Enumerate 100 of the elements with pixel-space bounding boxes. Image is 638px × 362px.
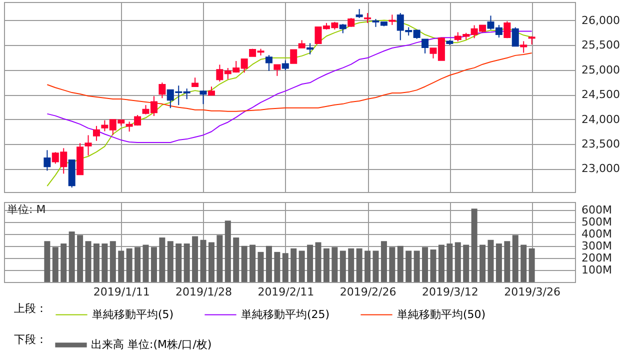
candlestick (504, 20, 511, 39)
candlestick (388, 14, 396, 26)
bar (397, 246, 404, 282)
legend-label: 単純移動平均(25) (241, 308, 330, 321)
x-tick-label: 2019/3/12 (422, 286, 478, 298)
bar (60, 244, 67, 282)
bar (332, 247, 338, 282)
legend-title: 上段： (14, 302, 47, 315)
bar (102, 244, 108, 282)
bar (258, 252, 264, 282)
bar (446, 244, 453, 282)
candlestick (306, 42, 314, 55)
bar (68, 231, 75, 282)
y-tick-label: 24,500 (582, 88, 620, 102)
y-tick-label: 26,000 (582, 14, 620, 27)
candlestick (512, 26, 519, 47)
candlestick (274, 64, 281, 76)
bar (167, 241, 174, 282)
bar (372, 250, 379, 282)
bar (348, 248, 354, 282)
bar (520, 244, 527, 282)
bar (504, 241, 510, 282)
candlestick (44, 150, 51, 172)
bar (323, 248, 330, 282)
bar (463, 244, 470, 282)
x-tick-label: 2019/3/26 (504, 286, 561, 298)
bar (250, 244, 256, 282)
candlestick (158, 82, 166, 99)
bar (488, 240, 494, 282)
y-tick-label: 25,500 (582, 38, 620, 52)
candlestick (92, 125, 100, 142)
bar (192, 236, 198, 282)
bar (290, 248, 297, 282)
bar (85, 241, 92, 282)
bar (150, 247, 157, 282)
bar (430, 250, 436, 282)
bar (142, 244, 149, 282)
bar (159, 237, 166, 282)
bar (52, 247, 58, 282)
candlestick (290, 49, 298, 64)
legend-title: 下段： (14, 333, 47, 346)
bar (512, 235, 518, 282)
bar (224, 220, 231, 282)
bar (496, 244, 502, 282)
candlestick (422, 38, 429, 54)
bar (233, 237, 240, 282)
bar (528, 248, 535, 282)
candlestick (200, 90, 207, 105)
bar (176, 244, 182, 282)
bar (307, 244, 314, 282)
bar (471, 208, 478, 282)
bar (364, 250, 371, 282)
bar (389, 247, 396, 282)
bar (44, 241, 50, 282)
bar (266, 246, 272, 282)
y-tick-label: 23,000 (582, 162, 620, 176)
bar (356, 248, 362, 282)
bar (282, 253, 288, 282)
bar (134, 247, 141, 282)
bar (216, 235, 223, 282)
legend-label: 出来高 単位:(M株/口/枚) (91, 338, 212, 351)
bar (406, 250, 412, 282)
candlestick (520, 40, 528, 54)
bar (77, 235, 84, 282)
candlestick (282, 60, 289, 71)
y-tick-label: 300M (582, 239, 612, 252)
x-tick-label: 2019/2/11 (258, 286, 314, 298)
line-series (46, 52, 532, 112)
bar (208, 242, 214, 282)
candlestick (364, 12, 372, 24)
bar (480, 244, 486, 282)
y-tick-label: 23,500 (582, 138, 620, 151)
bar (118, 250, 124, 282)
y-tick-label: 24,000 (582, 112, 620, 126)
y-tick-label: 600M (582, 203, 612, 216)
bar (126, 248, 132, 282)
x-tick-label: 2019/1/28 (176, 286, 232, 298)
legend-label: 単純移動平均(50) (397, 308, 486, 321)
y-tick-label: 25,000 (582, 63, 620, 76)
legend-label: 単純移動平均(5) (92, 308, 174, 321)
bar (241, 246, 248, 282)
candlestick (265, 54, 272, 72)
bar (422, 247, 428, 282)
bar (93, 244, 100, 282)
y-tick-label: 400M (582, 227, 612, 240)
bar (184, 244, 190, 282)
y-tick-label: 200M (582, 251, 612, 264)
x-tick-label: 2019/1/11 (93, 286, 150, 298)
candlestick (339, 23, 346, 34)
bar (454, 242, 461, 282)
bar (340, 250, 346, 282)
bar (414, 250, 420, 282)
candlestick (84, 134, 92, 156)
bar (200, 240, 206, 282)
x-tick-label: 2019/2/26 (340, 286, 396, 298)
bar (315, 242, 322, 282)
bar (110, 241, 116, 282)
bar (380, 241, 387, 282)
y-tick-label: 500M (582, 215, 612, 228)
bar (298, 250, 305, 282)
